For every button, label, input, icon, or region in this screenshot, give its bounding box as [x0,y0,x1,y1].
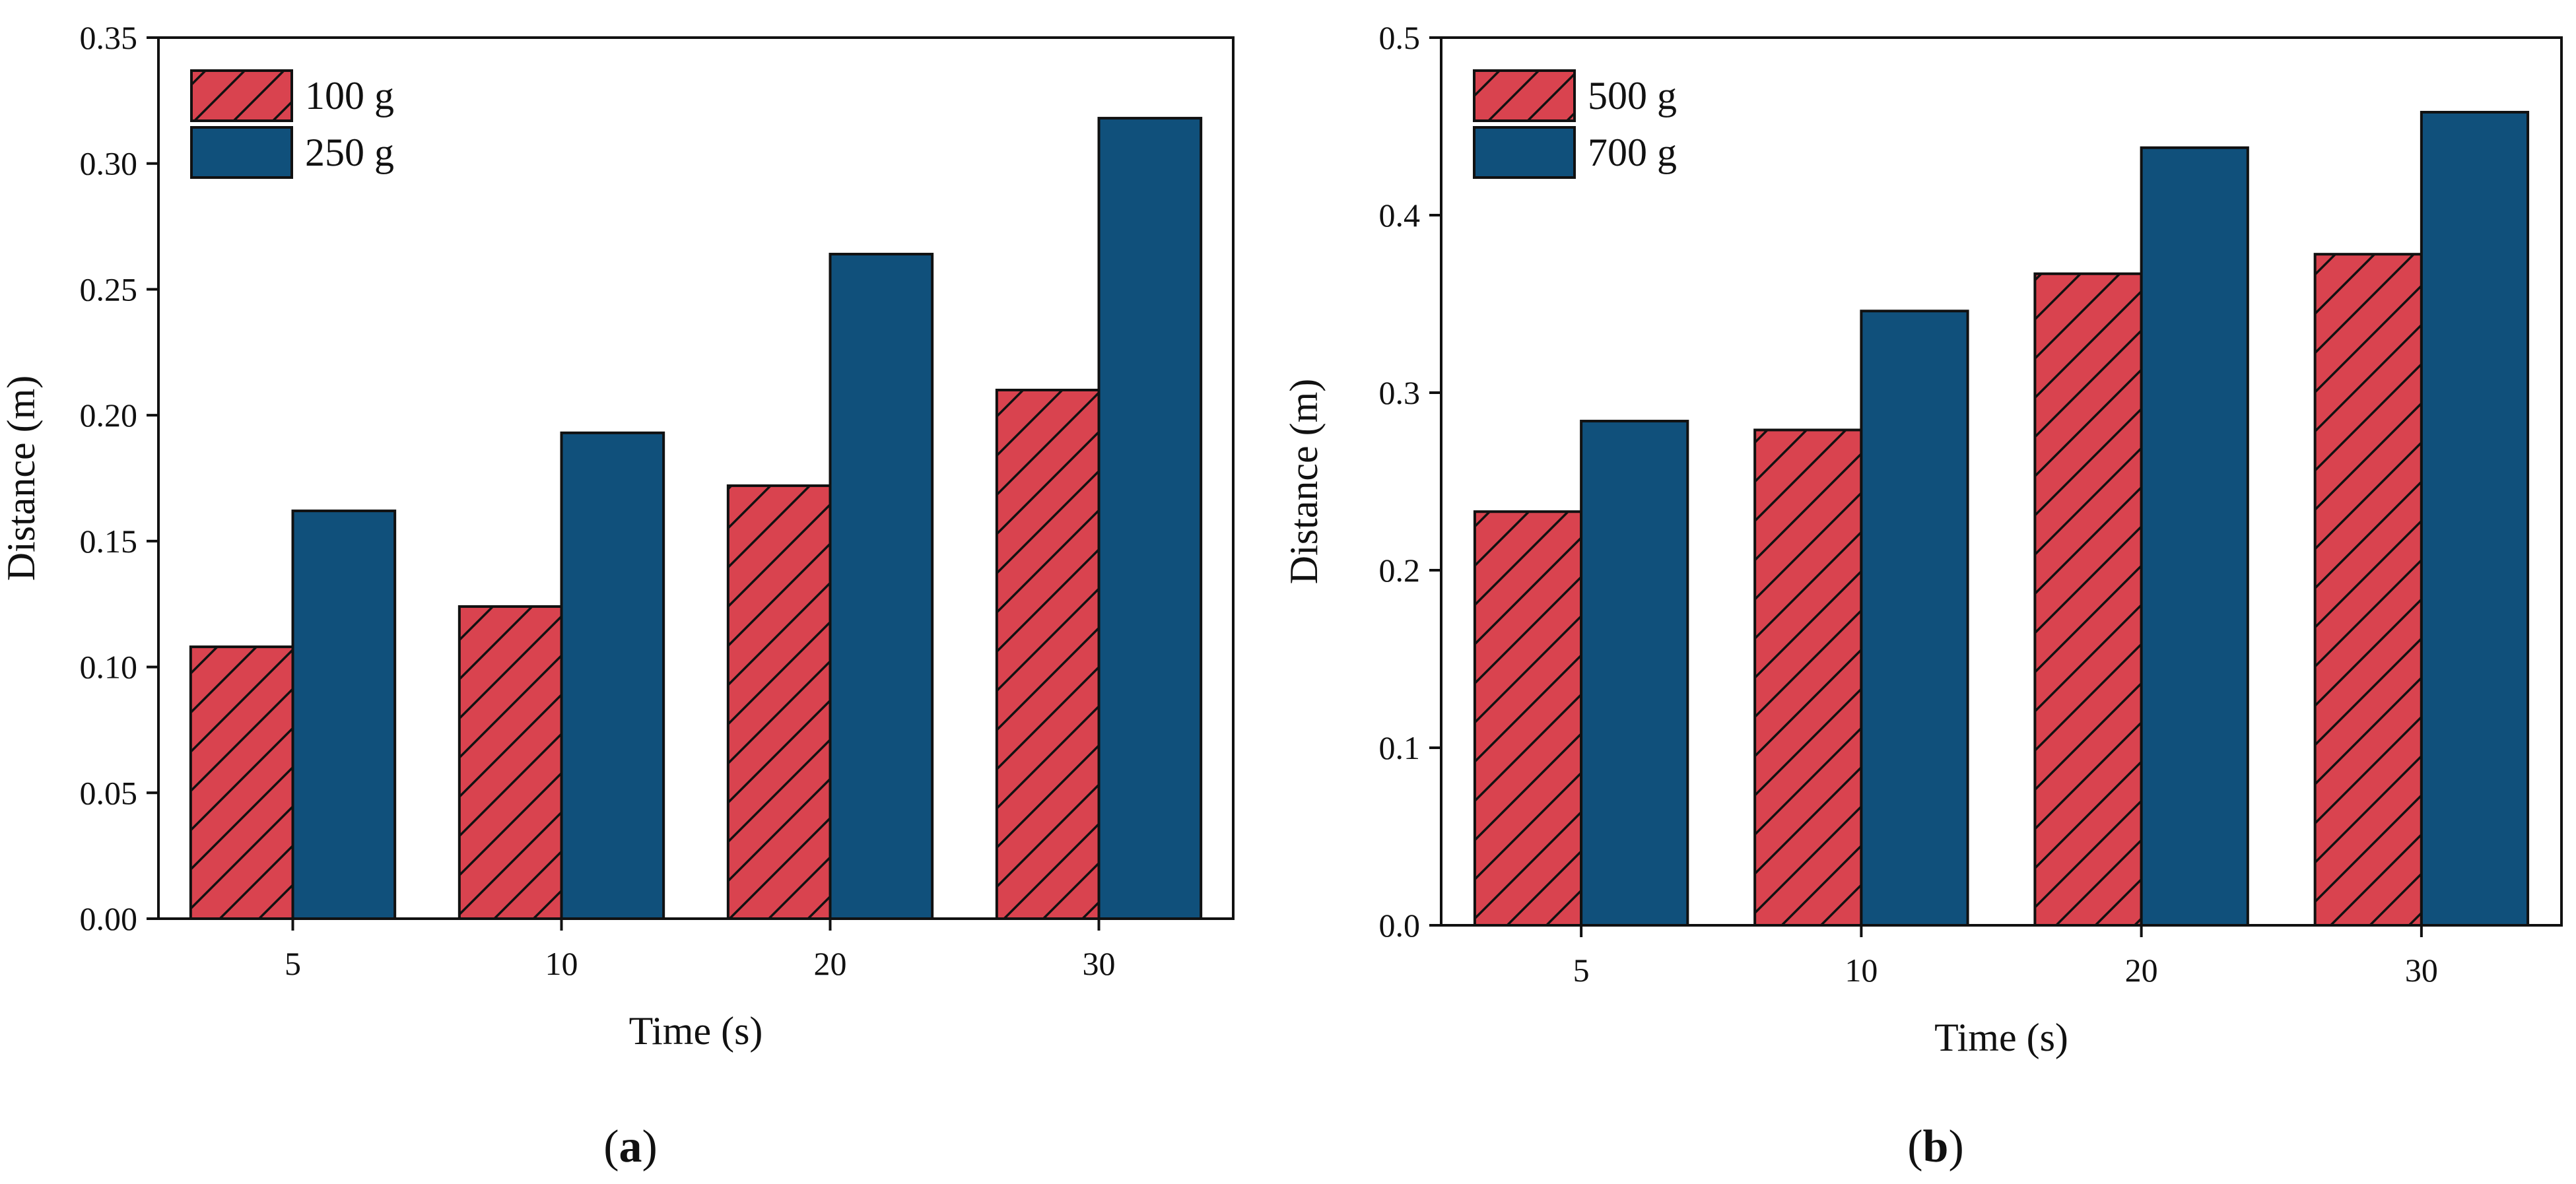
legend-label-a-1: 250 g [305,131,394,174]
x-axis-title-a: Time (s) [629,1009,763,1053]
panel-label-b-open: ( [1907,1121,1922,1172]
panel-label-a: (a) [603,1121,658,1172]
chart-panel-a: 0.00 0.05 0.10 0.15 0.20 0.25 0.30 0.35 5 10 20 30… [0,19,1235,1172]
y-tick-label-a-0: 0.00 [80,900,138,937]
panel-label-b-close: ) [1948,1121,1963,1172]
x-axis-b: 5 10 20 30 [1573,925,2438,989]
bar-b-s1-10 [1860,310,1969,927]
x-tick-label-a-20: 20 [814,945,847,982]
plot-frame-a [157,36,1235,920]
y-axis-a: 0.00 0.05 0.10 0.15 0.20 0.25 0.30 0.35 [80,19,158,937]
y-tick-label-a-6: 0.30 [80,145,138,182]
panel-label-a-close: ) [642,1121,658,1172]
panel-label-b: (b) [1907,1121,1964,1172]
bar-a-s1-10 [560,431,665,920]
bars-b [1473,110,2530,927]
y-tick-label-a-5: 0.25 [80,271,138,308]
bar-b-s1-20 [2140,146,2249,927]
bar-b-s0-30 [2313,253,2423,927]
y-tick-label-b-4: 0.4 [1379,197,1421,234]
legend-swatch-b-1 [1473,126,1576,179]
x-axis-title-b: Time (s) [1934,1016,2068,1059]
plot-frame-b [1440,36,2563,927]
bars-a [189,117,1203,921]
bar-b-s1-30 [2420,110,2530,927]
bar-a-s0-30 [995,389,1101,920]
bar-b-s1-5 [1580,420,1689,927]
bar-b-s0-10 [1753,428,1863,927]
legend-swatch-a-1 [190,126,293,179]
legend-swatch-b-0 [1473,69,1576,122]
legend-label-b-0: 500 g [1588,74,1677,117]
y-tick-label-b-1: 0.1 [1379,729,1421,766]
y-tick-label-b-5: 0.5 [1379,19,1421,56]
bar-a-s1-30 [1097,117,1203,921]
legend-swatch-a-0 [190,69,293,122]
bar-b-s0-20 [2033,272,2143,927]
legend-a: 100 g 250 g [190,69,394,179]
x-tick-label-a-5: 5 [285,945,301,982]
y-tick-label-b-2: 0.2 [1379,552,1421,589]
panel-label-a-open: ( [603,1121,619,1172]
y-tick-label-a-1: 0.05 [80,774,138,811]
x-tick-label-b-10: 10 [1845,952,1878,989]
y-tick-label-a-2: 0.10 [80,649,138,686]
legend-label-b-1: 700 g [1588,131,1677,174]
panel-label-a-letter: a [619,1121,642,1172]
y-tick-label-b-0: 0.0 [1379,907,1421,944]
y-axis-title-b: Distance (m) [1282,379,1326,585]
bar-b-s0-5 [1473,510,1583,927]
legend-b: 500 g 700 g [1473,69,1677,179]
x-tick-label-a-30: 30 [1083,945,1116,982]
y-tick-label-a-3: 0.15 [80,523,138,560]
y-tick-label-a-4: 0.20 [80,397,138,434]
x-axis-a: 5 10 20 30 [285,919,1116,982]
bar-a-s1-5 [291,510,397,920]
bar-a-s0-20 [726,484,832,920]
bar-a-s0-5 [189,645,294,920]
x-tick-label-b-30: 30 [2405,952,2438,989]
legend-label-a-0: 100 g [305,74,394,117]
x-tick-label-b-20: 20 [2125,952,2158,989]
x-tick-label-a-10: 10 [545,945,578,982]
y-tick-label-a-7: 0.35 [80,19,138,56]
bar-a-s0-10 [458,605,563,920]
y-tick-label-b-3: 0.3 [1379,374,1421,411]
y-axis-b: 0.0 0.1 0.2 0.3 0.4 0.5 [1379,19,1441,944]
panel-label-b-letter: b [1923,1121,1949,1172]
x-tick-label-b-5: 5 [1573,952,1590,989]
chart-panel-b: 0.0 0.1 0.2 0.3 0.4 0.5 5 10 20 30 Time (s) Dist… [1282,19,2563,1172]
y-axis-title-a: Distance (m) [0,376,43,581]
bar-a-s1-20 [829,253,934,920]
